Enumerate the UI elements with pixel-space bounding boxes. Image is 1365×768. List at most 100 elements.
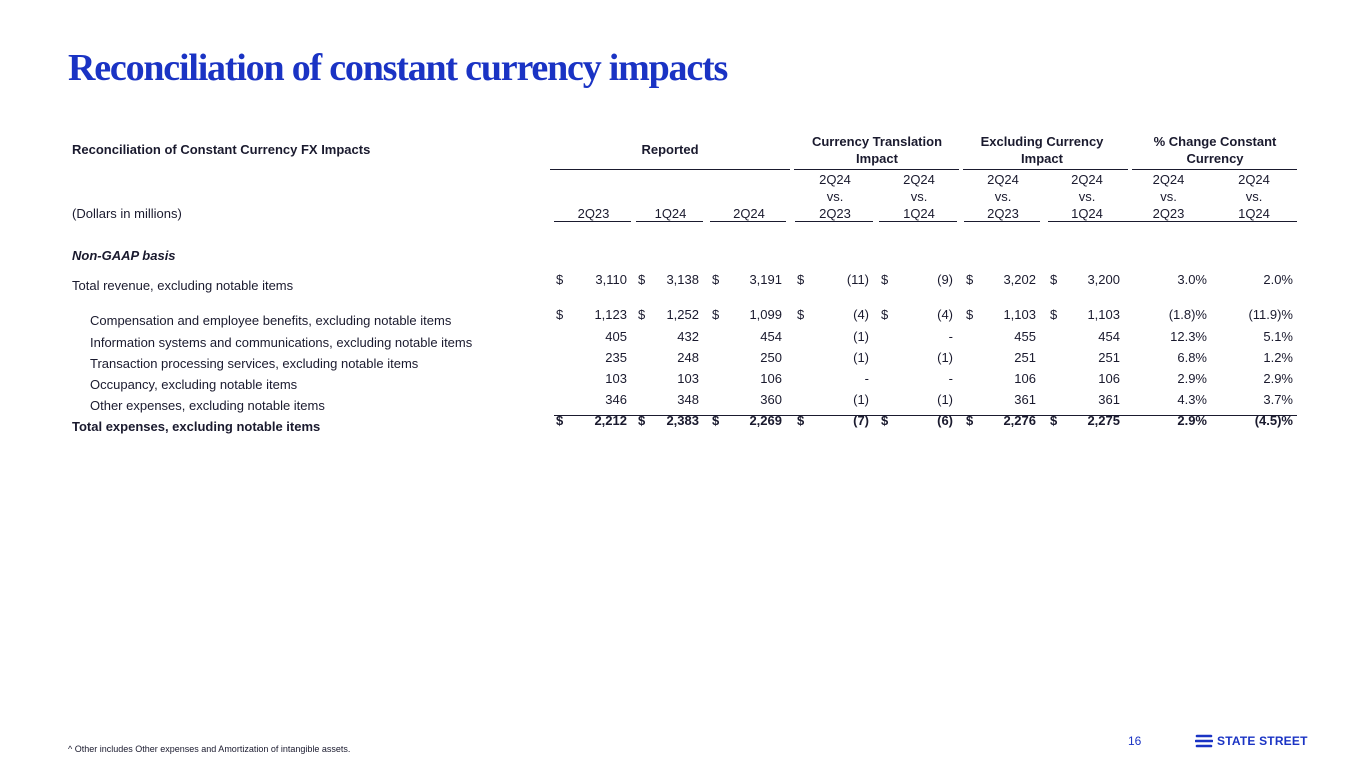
- table-cell: 2.9%: [1263, 371, 1293, 386]
- dollar-sign: $: [712, 272, 720, 287]
- column-header-rule: [554, 221, 631, 222]
- table-cell: 1,252: [666, 307, 699, 322]
- dollar-sign: $: [966, 307, 974, 322]
- dollar-sign: $: [638, 272, 646, 287]
- table-cell: 6.8%: [1177, 350, 1207, 365]
- table-cell: 250: [760, 350, 782, 365]
- dollar-sign: $: [638, 307, 646, 322]
- table-cell: 106: [1098, 371, 1120, 386]
- table-cell: 235: [605, 350, 627, 365]
- column-header-8-line-2: vs.: [1160, 189, 1177, 204]
- table-cell: 2,269: [749, 413, 782, 428]
- column-header-rule: [710, 221, 786, 222]
- table-cell: 106: [760, 371, 782, 386]
- table-cell: (1): [853, 329, 869, 344]
- table-cell: 2,276: [1003, 413, 1036, 428]
- table-cell: 432: [677, 329, 699, 344]
- dollar-sign: $: [556, 413, 564, 428]
- page-title: Reconciliation of constant currency impa…: [68, 47, 728, 89]
- column-header-rule: [1048, 221, 1124, 222]
- column-header-7-line-1: 2Q24: [1071, 172, 1103, 187]
- table-cell: 2.0%: [1263, 272, 1293, 287]
- state-street-logo: STATE STREET: [1195, 734, 1308, 748]
- table-cell: (11): [846, 272, 869, 287]
- table-cell: 103: [677, 371, 699, 386]
- group-header-change: % Change Constant Currency: [1130, 133, 1300, 167]
- dollar-sign: $: [1050, 307, 1058, 322]
- page-number: 16: [1128, 734, 1142, 748]
- column-header-8-line-1: 2Q24: [1152, 172, 1185, 187]
- table-cell: (1): [937, 350, 953, 365]
- table-cell: 455: [1014, 329, 1036, 344]
- table-cell: 454: [1098, 329, 1120, 344]
- state-street-logo-icon: [1195, 734, 1213, 748]
- column-header-rule: [636, 221, 703, 222]
- table-cell: 2.9%: [1177, 413, 1207, 428]
- dollar-sign: $: [1050, 413, 1058, 428]
- dollar-sign: $: [556, 307, 564, 322]
- column-header-8-line-3: 2Q23: [1152, 206, 1185, 221]
- group-header-change-line1: % Change Constant: [1153, 134, 1277, 149]
- row-label: Occupancy, excluding notable items: [90, 377, 298, 392]
- table-cell: (7): [853, 413, 869, 428]
- rule-reported: [550, 169, 790, 170]
- rule-excluding: [963, 169, 1128, 170]
- column-header-6-line-3: 2Q23: [987, 206, 1019, 221]
- table-cell: 3,138: [666, 272, 699, 287]
- table-cell: 1.2%: [1263, 350, 1293, 365]
- column-header-4-line-1: 2Q24: [819, 172, 851, 187]
- group-header-excluding-line1: Excluding Currency: [980, 134, 1104, 149]
- table-cell: 3.7%: [1263, 392, 1293, 407]
- table-cell: 348: [677, 392, 699, 407]
- table-cell: (1.8)%: [1168, 307, 1207, 322]
- dollar-sign: $: [966, 272, 974, 287]
- dollar-sign: $: [797, 307, 805, 322]
- dollar-sign: $: [1050, 272, 1058, 287]
- table-cell: (1): [853, 350, 869, 365]
- rule-translation: [794, 169, 959, 170]
- dollar-sign: $: [881, 272, 889, 287]
- column-header-3-line-3: 2Q24: [733, 206, 765, 221]
- group-header-reported: Reported: [641, 142, 699, 157]
- row-label: Total expenses, excluding notable items: [72, 419, 321, 434]
- table-cell: 2.9%: [1177, 371, 1207, 386]
- table-cell: 2,275: [1087, 413, 1120, 428]
- column-header-4-line-2: vs.: [826, 189, 844, 204]
- column-header-rule: [879, 221, 957, 222]
- table-cell: 3,191: [749, 272, 782, 287]
- footnote: ^ Other includes Other expenses and Amor…: [68, 744, 351, 754]
- row-label: Total revenue, excluding notable items: [72, 278, 294, 293]
- column-header-5-line-2: vs.: [910, 189, 928, 204]
- table-cell: 360: [760, 392, 782, 407]
- column-header-9-line-3: 1Q24: [1238, 206, 1270, 221]
- column-header-rule: [1209, 221, 1297, 222]
- column-header-9-line-1: 2Q24: [1238, 172, 1270, 187]
- table-cell: 361: [1014, 392, 1036, 407]
- column-header-1-line-3: 2Q23: [577, 206, 610, 221]
- table-cell: 1,103: [1003, 307, 1036, 322]
- table-cell: -: [948, 329, 953, 344]
- group-header-translation: Currency Translation Impact: [797, 133, 957, 167]
- table-cell: 248: [677, 350, 699, 365]
- rule-change: [1132, 169, 1297, 170]
- dollar-sign: $: [712, 307, 720, 322]
- column-header-rule: [795, 221, 873, 222]
- table-cell: 2,383: [666, 413, 699, 428]
- section-label: Non-GAAP basis: [72, 248, 176, 263]
- table-cell: 1,103: [1087, 307, 1120, 322]
- dollar-sign: $: [966, 413, 974, 428]
- column-header-9-line-2: vs.: [1245, 189, 1263, 204]
- column-header-6-line-1: 2Q24: [987, 172, 1019, 187]
- table-cell: (4.5)%: [1254, 413, 1293, 428]
- table-cell: 3.0%: [1177, 272, 1207, 287]
- row-label: Other expenses, excluding notable items: [90, 398, 325, 413]
- dollar-sign: $: [881, 413, 889, 428]
- table-cell: 3,202: [1003, 272, 1036, 287]
- table-cell: 251: [1014, 350, 1036, 365]
- column-header-rule: [964, 221, 1040, 222]
- table-cell: (4): [853, 307, 869, 322]
- table-cell: 106: [1014, 371, 1036, 386]
- column-header-7-line-2: vs.: [1078, 189, 1096, 204]
- table-cell: 1,099: [749, 307, 782, 322]
- table-cell: 103: [605, 371, 627, 386]
